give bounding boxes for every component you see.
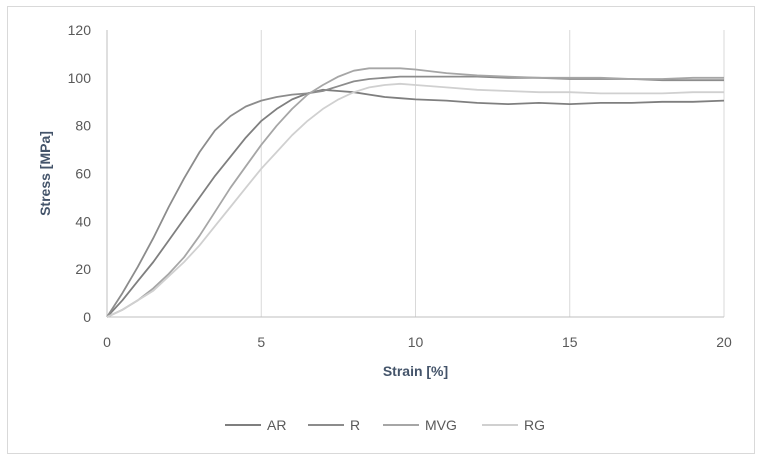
x-tick-label: 0: [103, 334, 111, 350]
chart-frame: [7, 6, 755, 454]
x-axis-title: Strain [%]: [383, 363, 448, 379]
x-tick-label: 15: [562, 334, 578, 350]
y-tick-label: 100: [68, 70, 92, 86]
y-tick-label: 60: [75, 166, 91, 182]
x-tick-label: 5: [257, 334, 265, 350]
legend-label-r: R: [350, 417, 360, 433]
tick-labels: 0 5 10 15 20 0 20 40 60 80 100 120: [68, 22, 732, 350]
y-tick-label: 120: [68, 22, 92, 38]
series-line-r: [106, 75, 724, 318]
series-lines: [106, 67, 725, 318]
legend-label-ar: AR: [267, 417, 286, 433]
y-tick-label: 0: [83, 309, 91, 325]
legend-label-mvg: MVG: [425, 417, 457, 433]
axes: [106, 30, 724, 318]
series-line-mvg: [106, 67, 724, 318]
y-tick-label: 80: [75, 118, 91, 134]
y-tick-label: 40: [75, 213, 91, 229]
x-tick-label: 20: [716, 334, 732, 350]
legend: AR R MVG RG: [225, 417, 545, 433]
legend-label-rg: RG: [524, 417, 545, 433]
series-line-rg: [106, 82, 724, 318]
gridlines: [260, 30, 725, 317]
x-tick-label: 10: [408, 334, 424, 350]
y-axis-title: Stress [MPa]: [37, 131, 53, 216]
y-tick-label: 20: [75, 261, 91, 277]
series-line-ar: [106, 88, 725, 318]
